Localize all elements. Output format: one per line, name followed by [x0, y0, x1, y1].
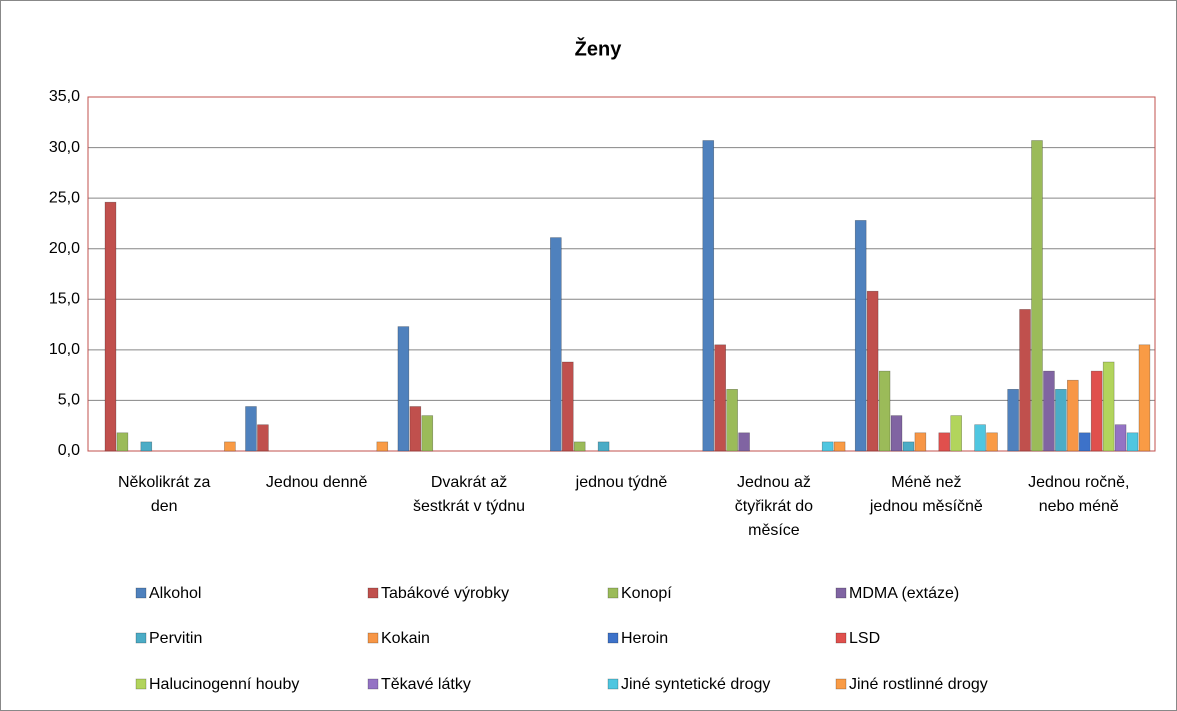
legend-label: Alkohol [149, 585, 201, 602]
legend-swatch [367, 587, 379, 599]
legend-swatch [835, 587, 847, 599]
bar [1114, 424, 1127, 452]
bar [104, 201, 117, 452]
legend-label: Konopí [621, 585, 672, 602]
bar [550, 237, 562, 452]
legend-swatch [607, 587, 619, 599]
legend-label: Halucinogenní houby [149, 676, 299, 693]
bar [821, 441, 834, 452]
plot-border [87, 96, 1156, 452]
bar [597, 441, 610, 452]
bar [714, 344, 726, 452]
x-tick-label: jednou týdně [575, 474, 668, 491]
bar [421, 415, 434, 452]
bar [702, 140, 715, 452]
bar [1007, 389, 1019, 452]
legend-swatch [135, 587, 147, 599]
bar [890, 415, 903, 452]
x-tick-label: Méně než jednou měsíčně [869, 474, 983, 515]
legend-label: Tabákové výrobky [381, 585, 509, 602]
bar [1019, 309, 1031, 452]
bar [1067, 379, 1079, 452]
bar [1055, 389, 1067, 452]
bar [1043, 370, 1055, 452]
x-tick-label: Jednou denně [265, 474, 368, 491]
legend-swatch [607, 632, 619, 644]
legend-label: Heroin [621, 630, 668, 647]
bar [1102, 361, 1115, 452]
bar [224, 441, 236, 452]
legend-swatch [367, 632, 379, 644]
bar [938, 432, 951, 452]
legend-swatch [835, 632, 847, 644]
y-tick-label: 15,0 [49, 291, 80, 308]
legend-label: Kokain [381, 630, 430, 647]
bar [116, 432, 129, 452]
bar [1031, 140, 1043, 452]
bar [950, 415, 962, 452]
bar [257, 424, 269, 452]
legend-label: Těkavé látky [381, 676, 471, 693]
bar [409, 406, 422, 452]
y-tick-label: 0,0 [58, 442, 80, 459]
y-tick-label: 35,0 [49, 88, 80, 105]
x-tick-label: Několikrát za den [117, 474, 211, 515]
y-tick-label: 25,0 [49, 189, 80, 206]
bar [986, 432, 998, 452]
legend-label: Pervitin [149, 630, 202, 647]
bar [1138, 344, 1151, 452]
legend-label: Jiné rostlinné drogy [849, 676, 988, 693]
bar [140, 441, 153, 452]
bar [1078, 432, 1091, 452]
bar [833, 441, 846, 452]
bar [878, 370, 891, 452]
y-tick-label: 30,0 [49, 139, 80, 156]
bar [902, 441, 915, 452]
legend-label: Jiné syntetické drogy [621, 676, 770, 693]
bar [738, 432, 750, 452]
bar [1126, 432, 1139, 452]
legend-label: LSD [849, 630, 880, 647]
legend-swatch [135, 678, 147, 690]
bar [573, 441, 586, 452]
chart-title: Ženy [575, 36, 623, 60]
bar [854, 220, 867, 452]
bar [376, 441, 389, 452]
legend-swatch [367, 678, 379, 690]
legend-swatch [135, 632, 147, 644]
y-tick-label: 10,0 [49, 341, 80, 358]
y-tick-label: 5,0 [58, 392, 80, 409]
x-tick-label: Dvakrát až šestkrát v týdnu [413, 474, 526, 515]
bar [1090, 370, 1103, 452]
bar [245, 406, 257, 452]
legend-swatch [835, 678, 847, 690]
bar [397, 326, 410, 452]
bar [914, 432, 927, 452]
y-tick-label: 20,0 [49, 240, 80, 257]
bar [561, 361, 574, 452]
x-tick-label: Jednou až čtyřikrát do měsíce [734, 474, 814, 539]
legend-swatch [607, 678, 619, 690]
bar [866, 290, 879, 452]
x-tick-label: Jednou ročně, nebo méně [1028, 474, 1130, 515]
bar [974, 424, 986, 452]
legend-label: MDMA (extáze) [849, 585, 959, 602]
bar [726, 389, 738, 452]
